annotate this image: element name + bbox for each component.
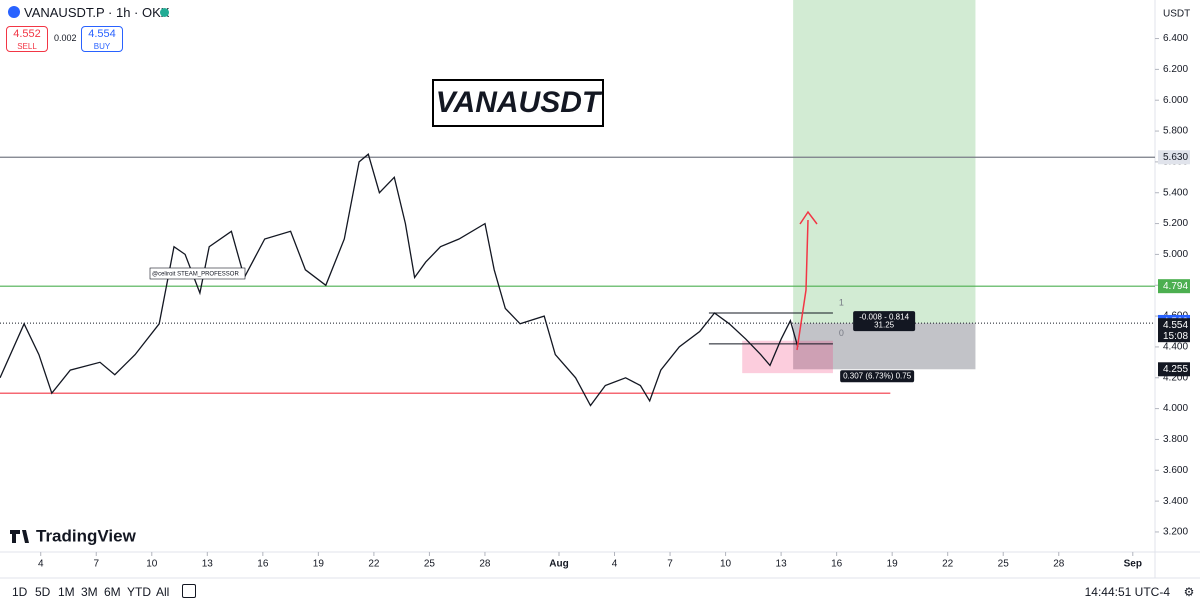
x-tick-label: 28: [1053, 559, 1065, 570]
price-tag: [1158, 150, 1190, 165]
stop-label: 0.307 (6.73%) 0.75: [843, 371, 912, 380]
title-box: [432, 79, 604, 127]
status-dot: [160, 8, 169, 17]
y-tick-label: 4.400: [1163, 342, 1188, 353]
price-tag-label: 4.794: [1163, 281, 1188, 292]
spread: 0.002: [54, 33, 77, 43]
x-tick-label: 4: [38, 559, 44, 570]
pink-zone: [742, 340, 833, 374]
range-button[interactable]: 6M: [104, 585, 121, 599]
y-tick-label: 3.600: [1163, 465, 1188, 476]
y-tick-label: 6.200: [1163, 64, 1188, 75]
x-tick-label: 13: [776, 559, 788, 570]
header: VANAUSDT.P · 1h · OKX 4.552 SELL 0.002 4.…: [0, 0, 1155, 60]
x-tick-label: 16: [257, 559, 269, 570]
position-sub: 31.25: [874, 320, 895, 329]
toolbar: 1D 5D 1M 3M 6M YTD All 14:44:51 UTC-4: [0, 579, 1200, 608]
y-tick-label: 5.200: [1163, 218, 1188, 229]
range-button[interactable]: YTD: [127, 585, 151, 599]
range-button[interactable]: All: [156, 585, 170, 599]
date-range-icon[interactable]: [182, 584, 196, 598]
x-tick-label: 19: [313, 559, 325, 570]
price-tag-label: 4.554: [1163, 320, 1188, 331]
y-tick-label: 6.000: [1163, 95, 1188, 106]
price-tag-sub: 15:08: [1163, 331, 1188, 342]
sell-label: SELL: [17, 42, 37, 51]
x-tick-label: 16: [831, 559, 843, 570]
x-tick-label: 13: [202, 559, 214, 570]
x-tick-label: 10: [720, 559, 732, 570]
x-tick-label: 28: [479, 559, 491, 570]
x-tick-label: 25: [424, 559, 436, 570]
position-label-bg: [853, 311, 916, 332]
y-tick-label: 5.800: [1163, 126, 1188, 137]
x-tick-label: 19: [887, 559, 899, 570]
chart-title: VANAUSDT: [436, 86, 603, 119]
sell-button[interactable]: 4.552 SELL: [6, 26, 48, 52]
y-tick-label: 4.200: [1163, 372, 1188, 383]
x-tick-label: 22: [368, 559, 380, 570]
x-tick-label: 10: [146, 559, 158, 570]
y-tick-label: 3.200: [1163, 527, 1188, 538]
price-tag: [1158, 362, 1190, 377]
symbol: VANAUSDT.P · 1h · OKX: [24, 5, 170, 20]
price-tag: [1158, 318, 1190, 343]
price-tag: [1158, 279, 1190, 294]
note-bg: [149, 267, 246, 280]
x-tick-label: 7: [667, 559, 673, 570]
x-tick-label: 22: [942, 559, 954, 570]
forecast-arrow: [796, 210, 818, 351]
target-zone: [793, 0, 976, 324]
symbol-icon: [8, 6, 20, 18]
y-tick-label: 5.000: [1163, 249, 1188, 260]
buy-label: BUY: [93, 42, 111, 51]
clock: 14:44:51 UTC-4: [1084, 585, 1170, 599]
watermark-logo: [10, 530, 29, 543]
x-tick-label: 7: [93, 559, 99, 570]
buy-button[interactable]: 4.554 BUY: [81, 26, 123, 52]
note: @celiroit STEAM_PROFESSOR: [152, 272, 239, 278]
y-tick-label: 5.400: [1163, 187, 1188, 198]
x-tick-label: Aug: [549, 559, 568, 570]
buy-price: 4.554: [88, 28, 116, 40]
y-tick-label: 3.400: [1163, 496, 1188, 507]
stop-label-bg: [840, 370, 915, 383]
y-tick-label: 3.800: [1163, 434, 1188, 445]
price-tag-label: 5.630: [1163, 152, 1188, 163]
x-tick-label: 25: [998, 559, 1010, 570]
price-line-series: [0, 153, 799, 407]
settings-icon[interactable]: ⚙: [1184, 585, 1195, 599]
y-tick-label: 6.400: [1163, 33, 1188, 44]
range-button[interactable]: 1D: [12, 585, 28, 599]
fib-label: 0: [839, 328, 844, 338]
x-tick-label: 4: [612, 559, 618, 570]
position-label: -0.008 - 0.814: [859, 312, 909, 321]
y-tick-label: 4.000: [1163, 403, 1188, 414]
range-button[interactable]: 3M: [81, 585, 98, 599]
range-button[interactable]: 5D: [35, 585, 51, 599]
range-button[interactable]: 1M: [58, 585, 75, 599]
sell-price: 4.552: [13, 28, 41, 40]
watermark: TradingView: [36, 526, 137, 545]
axis-unit: USDT: [1163, 9, 1190, 20]
x-tick-label: Sep: [1124, 559, 1142, 570]
fib-label: 1: [839, 297, 844, 307]
price-tag-label: 4.255: [1163, 364, 1188, 375]
